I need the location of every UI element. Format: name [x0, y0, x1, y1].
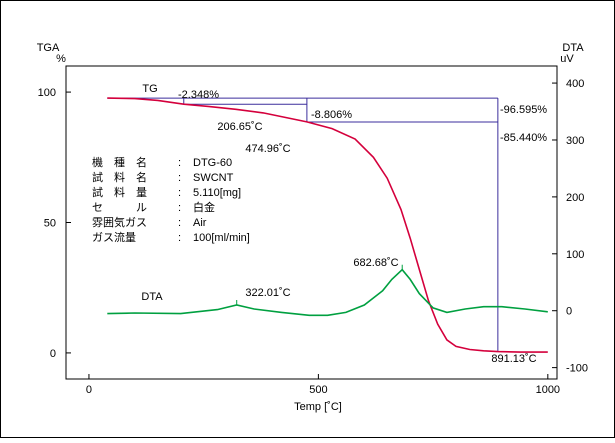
right-tick-label: -100	[566, 363, 588, 375]
condition-sep: :	[178, 157, 181, 169]
condition-value: DTG-60	[193, 157, 232, 169]
right-tick-label: 0	[566, 306, 572, 318]
condition-sep: :	[178, 187, 181, 199]
dta-label: DTA	[141, 291, 163, 303]
right-axis-unit: uV	[560, 53, 574, 65]
annotation-lines	[107, 97, 499, 352]
condition-label: 試 料 量	[92, 185, 147, 199]
loss-total-label: -96.595%	[500, 104, 547, 116]
left-axis-title: TGA	[37, 42, 60, 54]
right-axis-title: DTA	[562, 42, 584, 54]
data-series	[107, 97, 548, 353]
tg-label: TG	[142, 83, 157, 95]
condition-sep: :	[178, 202, 181, 214]
right-tick-label: 400	[566, 78, 584, 90]
condition-label: ガス流量	[92, 230, 136, 244]
step1-temp-label: 206.65˚C	[217, 121, 262, 133]
left-tick-label: 0	[50, 348, 56, 360]
x-tick-label: 500	[309, 384, 327, 396]
right-tick-label: 200	[566, 192, 584, 204]
condition-label: セ ル	[92, 201, 147, 214]
loss-step-label: -85.440%	[500, 132, 547, 144]
condition-label: 機 種 名	[92, 155, 147, 169]
loss1-label: -2.348%	[178, 89, 219, 101]
condition-sep: :	[178, 217, 181, 229]
condition-label: 試 料 名	[92, 170, 147, 184]
condition-value: 100[ml/min]	[193, 232, 250, 244]
peak2-temp-label: 682.68˚C	[353, 257, 398, 269]
condition-value: 白金	[193, 200, 215, 214]
final-temp-label: 891.13˚C	[491, 353, 536, 365]
peak1-temp-label: 322.01˚C	[245, 287, 290, 299]
condition-value: 5.110[mg]	[193, 187, 241, 199]
left-tick-label: 100	[38, 87, 56, 99]
dta-curve	[107, 268, 548, 317]
condition-value: Air	[193, 217, 207, 229]
axis-ticks: 0 500 1000 0 50 100 -100 0 100 200 300 400	[38, 78, 588, 396]
right-tick-label: 100	[566, 249, 584, 261]
x-tick-label: 0	[86, 384, 92, 396]
tg-curve	[107, 97, 548, 353]
condition-sep: :	[178, 172, 181, 184]
left-axis-unit: %	[56, 53, 66, 65]
step2-temp-label: 474.96˚C	[245, 143, 290, 155]
left-tick-label: 50	[44, 218, 56, 230]
right-tick-label: 300	[566, 135, 584, 147]
condition-value: SWCNT	[193, 172, 234, 184]
x-axis-title: Temp [˚C]	[294, 401, 342, 413]
loss2-label: -8.806%	[311, 109, 352, 121]
condition-label: 雰囲気ガス	[92, 215, 147, 229]
x-tick-label: 1000	[536, 384, 560, 396]
condition-sep: :	[178, 232, 181, 244]
conditions-block: 機 種 名 : DTG-60 試 料 名 : SWCNT 試 料 量 : 5.1…	[92, 155, 250, 244]
